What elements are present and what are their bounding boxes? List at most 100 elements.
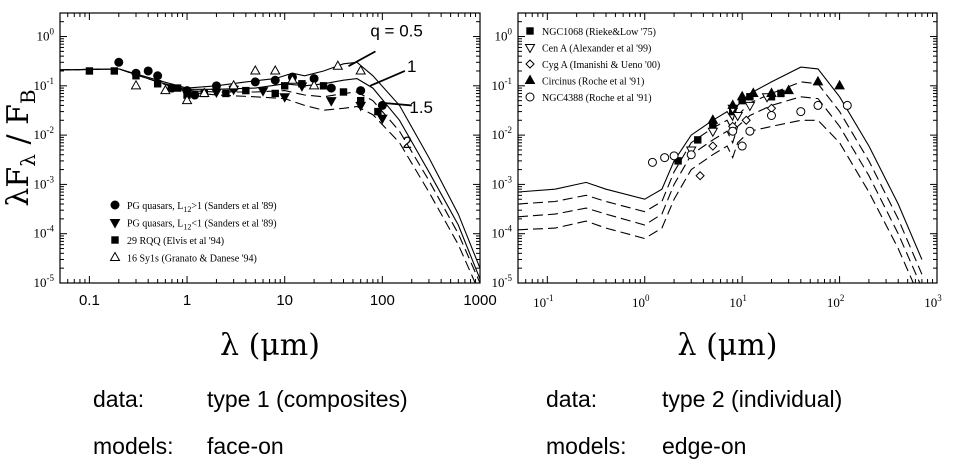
left-legend-label: 16 Sy1s (Granato & Danese '94): [127, 254, 257, 265]
left-data-point-4: [355, 64, 367, 75]
left-data-point-1: [356, 86, 366, 96]
left-data-point-3: [280, 82, 289, 90]
left-annotation-line: [369, 70, 406, 87]
right-y-tick-label: 10-1: [492, 76, 513, 93]
right-legend-label: NGC4388 (Roche et al '91): [542, 93, 652, 104]
right-x-axis-label: λ (μm): [678, 328, 778, 363]
left-y-tick-label: 10-5: [34, 273, 55, 290]
right-data-point-3: [741, 115, 751, 125]
left-data-point-2: [325, 97, 337, 107]
left-data-point-2: [279, 93, 291, 103]
left-annotation-line: [348, 50, 376, 67]
left-data-point-3: [222, 89, 230, 98]
right-legend-marker: [526, 27, 534, 35]
right-data-point-5: [766, 110, 776, 120]
left-data-point-1: [143, 66, 153, 76]
right-legend-label: Cyg A (Imanishi & Ueno '00): [542, 60, 660, 71]
right-legend-label: Cen A (Alexander et al '99): [542, 44, 651, 55]
left-legend-marker: [109, 219, 121, 229]
right-data-point-5: [737, 141, 747, 151]
left-data-point-2: [376, 114, 388, 125]
left-chart: 10-5 10-4 10-3 10-2 10-1 100 0.1 1 10 100 1000 λ (μ…: [1, 12, 497, 363]
left-data-point-3: [271, 89, 279, 98]
left-annotation-label: q = 0.5: [370, 22, 422, 41]
left-model-curves: [60, 61, 480, 283]
left-y-tick-label: 100: [37, 27, 55, 44]
right-legend-marker: [525, 92, 535, 102]
left-data-point-4: [130, 79, 142, 90]
right-data-point-4: [736, 90, 748, 101]
left-data-point-3: [132, 72, 140, 80]
left-x-tick-label: 1000: [463, 292, 496, 309]
left-x-axis-label: λ (μm): [220, 328, 320, 363]
right-caption-data-key: data:: [546, 386, 598, 412]
right-model-curve-3: [518, 96, 921, 283]
left-model-curve-1: [60, 61, 480, 269]
left-legend-marker: [110, 200, 120, 210]
right-data-point-4: [727, 99, 739, 109]
right-data-point-2: [744, 101, 756, 112]
left-legend-marker: [109, 251, 121, 261]
left-data-point-3: [110, 67, 119, 75]
right-chart: 10-5 10-4 10-3 10-2 10-1 100 10-1 100 101 102 103 λ…: [492, 12, 942, 363]
left-data-point-1: [114, 57, 124, 67]
right-model-curve-2: [518, 81, 923, 275]
right-legend-label: Circinus (Roche et al '91): [542, 77, 644, 88]
left-data-point-4: [269, 64, 281, 75]
right-caption-models-value: edge-on: [662, 433, 747, 459]
left-data-point-3: [173, 84, 182, 92]
left-data-point-4: [181, 94, 193, 105]
left-caption-data-key: data:: [93, 386, 145, 412]
right-legend-label: NGC1068 (Rieke&Low '75): [542, 27, 656, 38]
left-x-tick-label: 10: [276, 292, 293, 309]
right-x-tick-label: 10-1: [533, 293, 554, 310]
left-data-point-4: [308, 79, 320, 90]
left-data-point-4: [287, 74, 298, 84]
right-data-point-1: [777, 89, 785, 98]
right-data-point-5: [842, 100, 852, 110]
left-data-point-2: [211, 88, 222, 98]
left-data-point-3: [153, 80, 162, 88]
left-y-tick-label: 10-4: [34, 224, 55, 241]
right-data-point-1: [694, 136, 702, 144]
left-caption-models-key: models:: [93, 433, 174, 459]
right-model-curve-4: [518, 119, 914, 283]
right-y-tick-label: 10-4: [492, 224, 513, 241]
right-data-point-3: [695, 171, 705, 181]
left-plot-frame: [59, 12, 481, 284]
left-model-curve-4: [60, 68, 476, 283]
right-caption-data-value: type 2 (individual): [662, 386, 843, 412]
left-annotation-label: 1.5: [409, 98, 433, 117]
left-data-point-3: [319, 82, 328, 90]
right-caption-models-key: models:: [546, 433, 627, 459]
right-data-point-4: [812, 75, 824, 86]
left-annotation-label: 1: [407, 57, 416, 76]
right-y-tick-label: 10-2: [492, 125, 513, 142]
left-data-point-4: [228, 79, 239, 90]
right-data-point-4: [834, 79, 845, 90]
right-x-tick-label: 100: [632, 293, 650, 310]
right-data-point-4: [766, 87, 777, 97]
right-data-point-5: [686, 150, 696, 160]
left-data-point-4: [332, 60, 344, 70]
right-legend-marker: [524, 74, 536, 84]
left-data-point-2: [257, 87, 269, 97]
left-y-axis-label: λFλ / FB: [1, 89, 40, 206]
left-legend-marker: [111, 236, 119, 244]
right-legend-marker: [525, 59, 535, 69]
right-data-point-5: [669, 151, 679, 161]
left-legend-label: 29 RQQ (Elvis et al '94): [127, 236, 224, 247]
right-x-tick-label: 103: [924, 293, 942, 310]
right-legend: NGC1068 (Rieke&Low '75) Cen A (Alexander …: [524, 27, 660, 104]
left-data-point-3: [339, 88, 348, 96]
left-y-tick-label: 10-3: [34, 174, 55, 191]
left-x-tick-label: 0.1: [79, 292, 100, 309]
left-y-tick-label: 10-1: [34, 76, 55, 93]
right-data-point-5: [647, 157, 657, 167]
right-data-point-2: [732, 111, 744, 122]
left-data-point-3: [374, 107, 382, 116]
right-data-point-5: [813, 100, 823, 110]
right-y-tick-label: 10-3: [492, 174, 513, 191]
right-data-point-5: [728, 126, 738, 136]
